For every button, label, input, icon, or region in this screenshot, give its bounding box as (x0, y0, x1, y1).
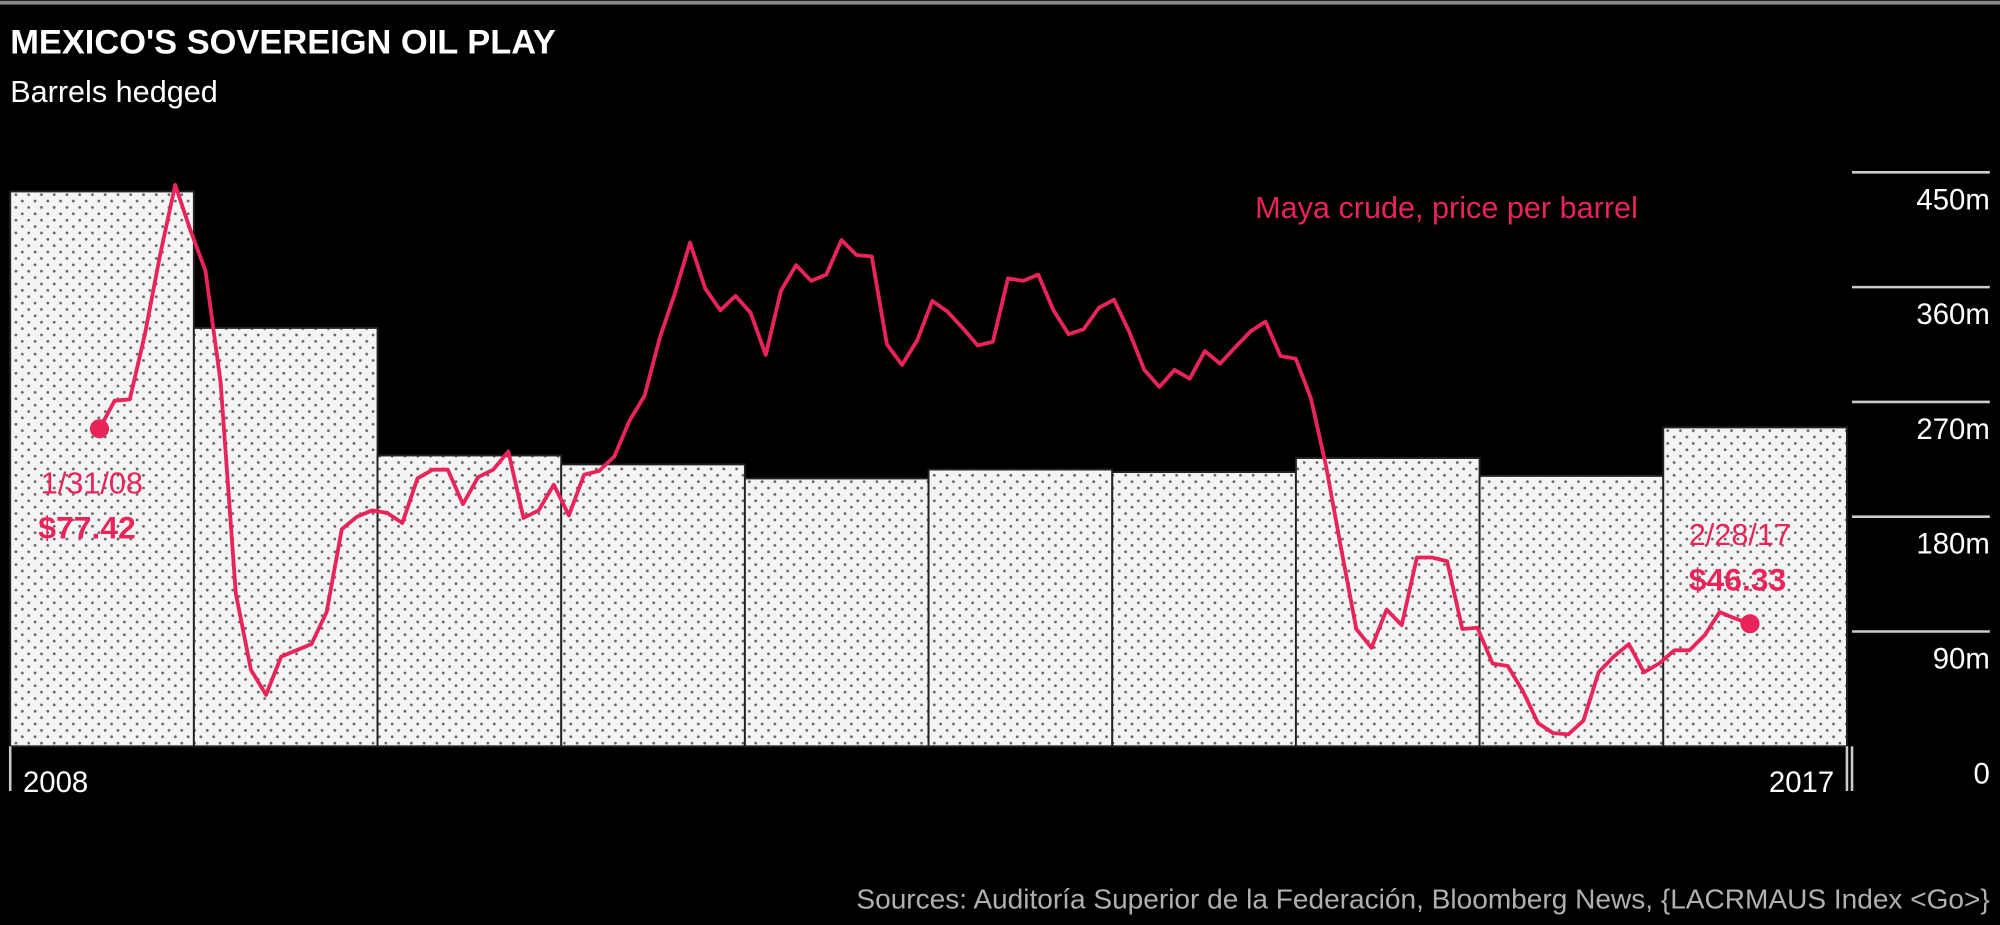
endpoint-dot (1740, 614, 1760, 634)
bar (1662, 426, 1848, 748)
y-tick-label: 360m (1916, 298, 1989, 331)
annotation-date: 1/31/08 (41, 467, 143, 501)
chart-title: MEXICO'S SOVEREIGN OIL PLAY (10, 24, 556, 62)
y-tick-label: 180m (1916, 528, 1989, 561)
bar (1111, 471, 1297, 748)
x-tick-label: 2008 (23, 766, 88, 799)
bar (560, 463, 746, 748)
price-line (97, 182, 1751, 737)
y-tick-label: 270m (1916, 413, 1989, 446)
source-note: Sources: Auditoría Superior de la Federa… (856, 883, 1989, 914)
bar (1294, 457, 1481, 748)
bar (743, 477, 930, 748)
bar (192, 326, 379, 748)
y-tick-label: 90m (1933, 642, 1990, 675)
annotation-date: 2/28/17 (1689, 518, 1791, 552)
annotation-price: $46.33 (1689, 562, 1786, 598)
endpoint-dot (89, 419, 110, 439)
series-label: Maya crude, price per barrel (1255, 191, 1638, 225)
y-tick-label: 0 (1973, 757, 1989, 790)
x-tick-label: 2017 (1769, 766, 1834, 799)
chart-subtitle: Barrels hedged (10, 75, 218, 109)
bar (376, 454, 563, 748)
bar (1478, 474, 1665, 748)
annotation-price: $77.42 (38, 509, 136, 545)
bar (927, 468, 1114, 748)
y-tick-label: 450m (1916, 183, 1989, 216)
bar (9, 190, 195, 748)
